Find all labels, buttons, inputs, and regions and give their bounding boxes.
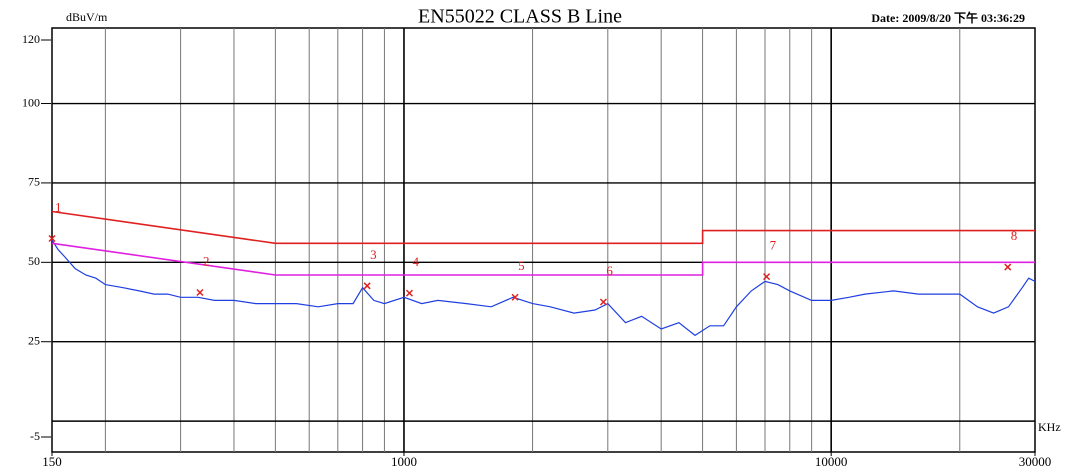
marker-label: 3 [370,247,377,262]
marker [599,298,607,306]
y-tick-label: 120 [22,32,40,46]
y-tick-label: 25 [28,333,40,347]
marker-label: 5 [518,258,525,273]
x-tick-label: 30000 [1019,454,1052,469]
x-tick-label: 150 [42,454,62,469]
series-line [51,239,1036,337]
marker-label: 1 [55,199,62,214]
marker-label: 2 [203,253,210,268]
plot-frame [51,27,1036,453]
marker-label: 4 [412,254,419,269]
y-tick-label: -5 [30,429,40,443]
x-tick-label: 1000 [391,454,417,469]
marker-label: 8 [1011,228,1018,243]
series-line [51,242,1035,276]
y-tick-label: 75 [28,175,40,189]
marker-label: 6 [606,263,613,278]
y-tick-label: 50 [28,254,40,268]
y-axis-label: dBuV/m [66,10,108,24]
marker-label: 7 [770,238,777,253]
marker [363,282,371,290]
x-tick-label: 10000 [815,454,848,469]
marker [1004,263,1012,271]
chart-title: EN55022 CLASS B Line [418,6,622,28]
x-axis-label: KHz [1038,420,1061,434]
marker [763,273,771,281]
marker [196,288,204,297]
y-tick-label: 100 [22,95,40,109]
date: Date: 2009/8/20 下午 03:36:29 [871,10,1025,25]
marker [405,289,413,297]
marker [48,234,56,243]
series-line [51,210,1035,245]
marker [511,293,519,301]
